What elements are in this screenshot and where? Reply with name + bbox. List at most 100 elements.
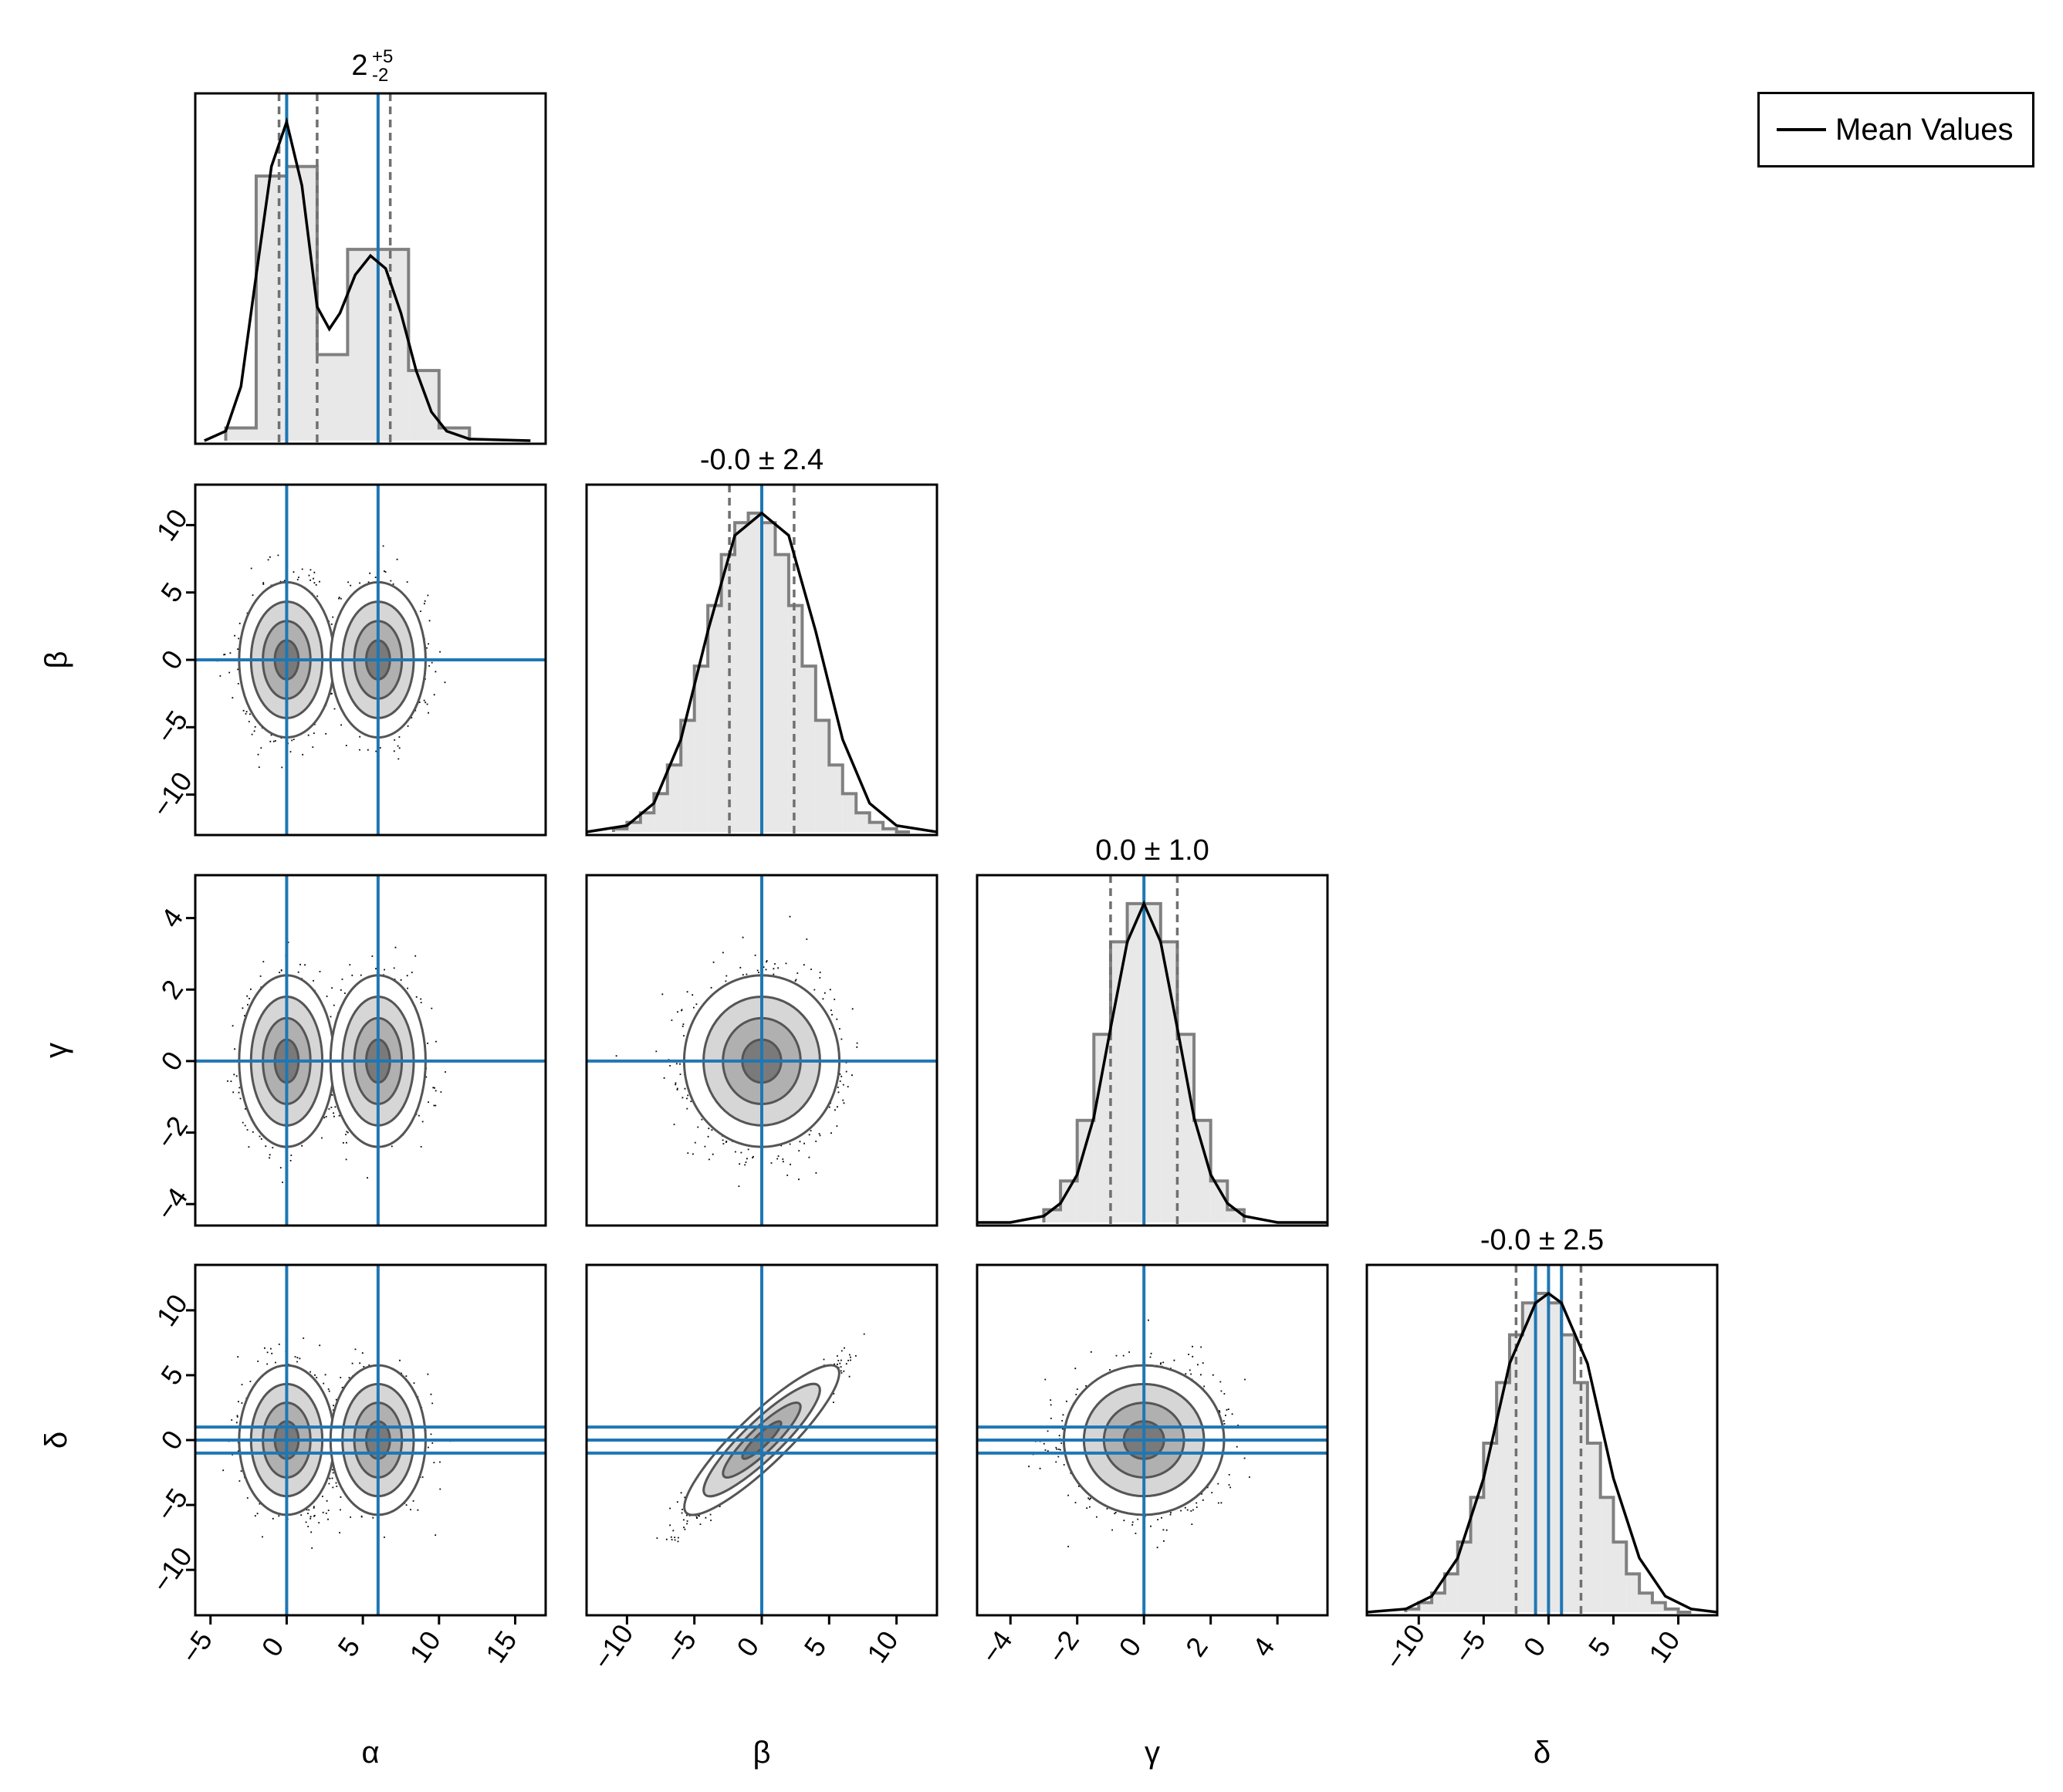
hist-bar xyxy=(748,512,762,832)
hist-bar xyxy=(1405,1608,1419,1612)
x-tick-label: 15 xyxy=(479,1625,523,1669)
diag-panel-δ xyxy=(1365,1263,1719,1617)
scatter-panel-α-γ xyxy=(194,874,547,1227)
hist-bar xyxy=(347,249,378,441)
hist-bar xyxy=(1626,1574,1640,1612)
x-tick-label: 10 xyxy=(403,1625,447,1669)
scatter-panel-γ-δ xyxy=(976,1263,1329,1617)
legend-label: Mean Values xyxy=(1835,112,2014,147)
scatter-panel-α-δ xyxy=(194,1263,547,1617)
y-tick-label: 4 xyxy=(154,902,189,933)
hist-bar xyxy=(1457,1542,1471,1612)
panel-frame xyxy=(194,92,547,445)
panel-frame xyxy=(976,874,1329,1227)
hist-outline xyxy=(224,164,472,441)
hist-bar xyxy=(1497,1382,1510,1612)
hist-bar xyxy=(627,822,641,832)
x-tick-label: −5 xyxy=(1448,1625,1492,1669)
diag-content xyxy=(587,485,937,835)
scatter-panel-α-β xyxy=(194,483,547,837)
y-tick-label: −5 xyxy=(150,1483,194,1527)
y-tick-label: −5 xyxy=(150,705,194,749)
hist-bar xyxy=(1587,1443,1601,1612)
hist-bar xyxy=(762,522,776,832)
diag-content xyxy=(1367,1265,1717,1615)
hist-bar xyxy=(316,354,348,441)
panel-frame xyxy=(585,483,938,837)
hist-bar xyxy=(1509,1334,1523,1612)
hist-bar xyxy=(1652,1602,1666,1612)
diag-content xyxy=(977,875,1327,1226)
hist-bar xyxy=(1227,1209,1244,1222)
hist-bar xyxy=(225,428,256,441)
hist-bar xyxy=(286,166,317,441)
scatter-panel-β-δ xyxy=(585,1263,938,1617)
x-axis-label-β: β xyxy=(752,1736,770,1770)
x-tick-label: 5 xyxy=(798,1631,833,1662)
diag-panel-α: 2 +5-2 xyxy=(194,46,547,445)
x-tick-label: 0 xyxy=(255,1631,290,1662)
hist-bar xyxy=(856,813,870,832)
panel-frame xyxy=(194,874,547,1227)
hist-bar xyxy=(1600,1497,1614,1612)
x-tick-label: 2 xyxy=(1179,1631,1214,1662)
hist-bar xyxy=(377,249,409,441)
y-tick-label: 10 xyxy=(150,1288,194,1331)
hist-bar xyxy=(815,720,830,832)
y-tick-label: 0 xyxy=(154,1046,189,1077)
hist-bar xyxy=(1444,1574,1458,1612)
hist-bar xyxy=(829,765,843,832)
diag-title-β: -0.0 ± 2.4 xyxy=(700,444,824,476)
y-tick-label: 10 xyxy=(150,503,194,546)
x-tick-label: 0 xyxy=(1517,1631,1552,1662)
diag-title-γ: 0.0 ± 1.0 xyxy=(1095,834,1209,867)
x-tick-label: −4 xyxy=(974,1625,1018,1669)
x-tick-label: 0 xyxy=(730,1631,765,1662)
scatter-content xyxy=(587,875,937,1226)
hist-bar xyxy=(1561,1334,1575,1612)
diag-title-sub: -2 xyxy=(372,65,388,86)
y-tick-label: 0 xyxy=(154,1425,189,1456)
hist-bar xyxy=(694,666,709,832)
hist-bar xyxy=(1535,1293,1549,1612)
x-tick-label: 4 xyxy=(1246,1631,1280,1662)
hist-bar xyxy=(1613,1542,1627,1612)
x-axis-label-γ: γ xyxy=(1145,1736,1160,1770)
x-tick-label: −2 xyxy=(1041,1625,1085,1669)
scatter-content xyxy=(587,1265,937,1615)
hist-bar xyxy=(1483,1443,1497,1612)
x-tick-label: −5 xyxy=(658,1625,702,1669)
y-tick-label: 2 xyxy=(154,974,189,1005)
hist-bar xyxy=(1522,1303,1536,1612)
hist-bar xyxy=(408,370,439,441)
diag-panel-β xyxy=(585,483,938,837)
scatter-content xyxy=(977,1265,1327,1615)
hist-bar xyxy=(788,605,803,832)
hist-bar xyxy=(1470,1497,1484,1612)
diag-title-α: 2 xyxy=(351,49,367,82)
diag-panel-γ xyxy=(976,874,1329,1227)
x-axis-label-α: α xyxy=(361,1736,379,1770)
x-tick-label: −10 xyxy=(1378,1618,1432,1675)
hist-bar xyxy=(1077,1120,1094,1222)
kde-curve xyxy=(977,900,1327,1224)
y-tick-label: −10 xyxy=(145,1541,198,1598)
panel-frame xyxy=(585,874,938,1227)
scatter-panel-β-γ xyxy=(585,874,938,1227)
x-tick-label: 10 xyxy=(861,1625,905,1669)
hist-bar xyxy=(1194,1120,1211,1222)
hist-bar xyxy=(1177,1034,1195,1222)
y-tick-label: 5 xyxy=(154,576,189,607)
hist-bar xyxy=(1665,1608,1679,1612)
hist-bar xyxy=(721,554,736,832)
kde-curve xyxy=(1367,1291,1717,1614)
legend-line-swatch xyxy=(1777,128,1826,131)
hist-bar xyxy=(735,522,749,832)
kde-curve xyxy=(204,117,531,442)
y-tick-label: −10 xyxy=(145,766,198,823)
hist-bar xyxy=(869,822,884,832)
hist-bar xyxy=(667,765,681,832)
y-axis-label-β: β xyxy=(39,651,73,668)
y-tick-label: 5 xyxy=(154,1360,189,1391)
